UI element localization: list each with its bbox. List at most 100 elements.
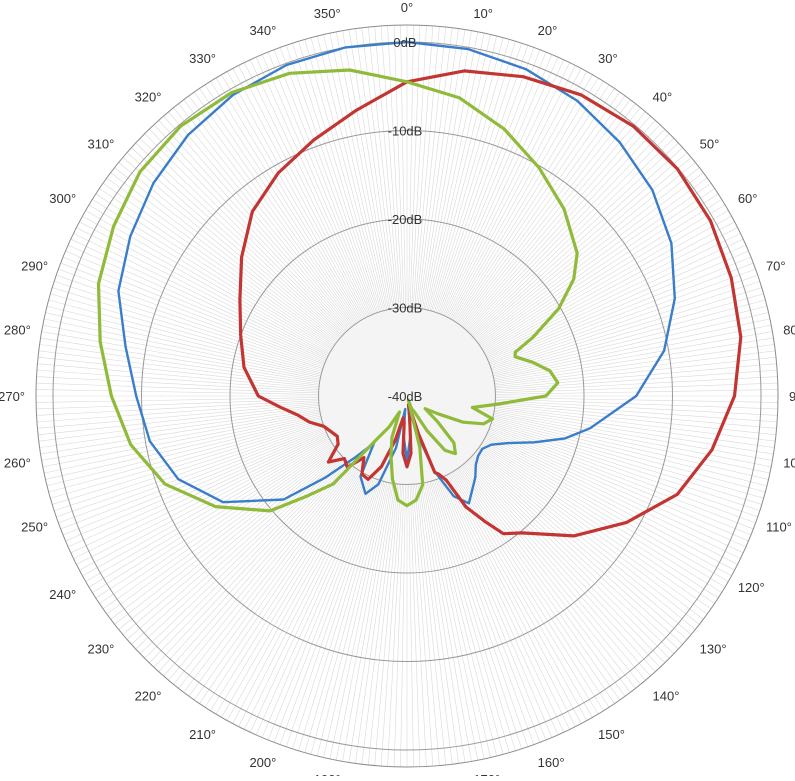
- radial-spoke: [459, 466, 631, 693]
- radial-spoke: [273, 478, 376, 743]
- radial-spoke: [36, 376, 320, 392]
- radial-spoke: [489, 427, 754, 530]
- radial-spoke: [215, 471, 362, 715]
- radial-spoke: [221, 74, 364, 320]
- radial-spoke: [367, 27, 399, 309]
- radial-spoke: [458, 95, 626, 325]
- radial-spoke: [494, 350, 776, 386]
- angle-tick-label: 210°: [189, 727, 216, 742]
- radial-spoke: [493, 337, 774, 383]
- angle-tick-label: 100°: [783, 455, 795, 470]
- radial-tick-label: -20dB: [388, 212, 423, 227]
- radial-spoke: [335, 482, 391, 761]
- radial-spoke: [484, 437, 735, 571]
- radial-spoke: [482, 204, 726, 351]
- radial-spoke: [50, 293, 323, 373]
- radial-spoke: [199, 468, 359, 704]
- radial-spoke: [494, 401, 778, 423]
- radial-spoke: [65, 430, 327, 542]
- radial-spoke: [442, 476, 559, 736]
- radial-spoke: [255, 56, 372, 316]
- radial-spoke: [489, 268, 756, 367]
- radial-spoke: [487, 250, 749, 362]
- angle-tick-label: 20°: [538, 23, 558, 38]
- radial-spoke: [221, 472, 364, 718]
- radial-spoke: [122, 452, 340, 635]
- radial-spoke: [204, 469, 360, 708]
- angle-tick-label: 60°: [738, 191, 758, 206]
- radial-spoke: [310, 480, 385, 755]
- radial-spoke: [458, 467, 626, 697]
- radial-spoke: [432, 41, 516, 312]
- radial-spoke: [304, 39, 384, 312]
- angle-tick-label: 130°: [700, 642, 727, 657]
- radial-spoke: [435, 479, 529, 747]
- radial-spoke: [411, 483, 427, 767]
- radial-spoke: [238, 65, 368, 318]
- radial-spoke: [471, 142, 679, 337]
- radial-spoke: [45, 312, 322, 377]
- radial-spoke: [361, 483, 397, 765]
- radial-spoke: [173, 464, 352, 685]
- radial-spoke: [448, 473, 582, 724]
- radial-spoke: [37, 403, 320, 429]
- radial-spoke: [178, 103, 354, 327]
- radial-spoke: [418, 28, 459, 309]
- radial-spoke: [453, 470, 604, 711]
- radial-spoke: [411, 25, 427, 309]
- radial-spoke: [85, 439, 331, 582]
- radial-spoke: [490, 281, 760, 370]
- radial-spoke: [489, 262, 754, 365]
- radial-spoke: [279, 478, 378, 745]
- radial-spoke: [261, 54, 373, 316]
- radial-spoke: [472, 454, 683, 645]
- radial-spoke: [483, 215, 732, 354]
- radial-spoke: [493, 414, 770, 474]
- angle-tick-label: 160°: [538, 755, 565, 770]
- radial-spoke: [470, 456, 675, 654]
- angle-tick-label: 170°: [473, 772, 500, 776]
- radial-spoke: [355, 28, 396, 309]
- radial-spoke: [232, 68, 366, 319]
- radial-spoke: [479, 444, 715, 604]
- radial-spoke: [467, 128, 665, 333]
- radial-spoke: [412, 483, 434, 767]
- radial-spoke: [465, 120, 656, 331]
- radial-spoke: [493, 410, 773, 461]
- radial-spoke: [139, 138, 344, 336]
- angle-tick-label: 0°: [401, 0, 413, 15]
- angle-tick-label: 10°: [473, 6, 493, 21]
- radial-spoke: [494, 389, 778, 395]
- radial-spoke: [304, 480, 384, 753]
- angle-tick-label: 80°: [783, 323, 795, 338]
- angle-tick-label: 270°: [0, 389, 25, 404]
- angle-tick-label: 230°: [87, 642, 114, 657]
- radial-spoke: [494, 407, 775, 448]
- radial-spoke: [488, 428, 752, 536]
- series-line-2: [238, 69, 743, 538]
- radial-spoke: [36, 398, 320, 410]
- radial-spokes: [36, 25, 778, 767]
- radial-spoke: [491, 299, 766, 374]
- radial-spoke: [443, 475, 565, 733]
- radial-spoke: [475, 451, 696, 630]
- radial-spoke: [441, 54, 553, 316]
- radial-spoke: [494, 363, 777, 389]
- radial-spoke: [292, 479, 381, 749]
- radial-spoke: [445, 62, 570, 318]
- radial-spoke: [73, 434, 329, 559]
- radial-spoke: [193, 467, 357, 701]
- radial-spoke: [76, 227, 329, 357]
- radial-spoke: [210, 470, 361, 711]
- radial-spoke: [483, 210, 729, 353]
- radial-spoke: [485, 434, 741, 559]
- radial-spoke: [439, 51, 547, 315]
- radial-spoke: [454, 469, 610, 708]
- radial-spoke: [244, 474, 369, 730]
- radial-spoke: [450, 74, 593, 320]
- radial-spoke: [432, 480, 516, 751]
- radial-spoke: [60, 427, 325, 530]
- radial-spoke: [39, 407, 320, 448]
- radial-spoke: [449, 71, 588, 320]
- radial-spoke: [443, 59, 565, 317]
